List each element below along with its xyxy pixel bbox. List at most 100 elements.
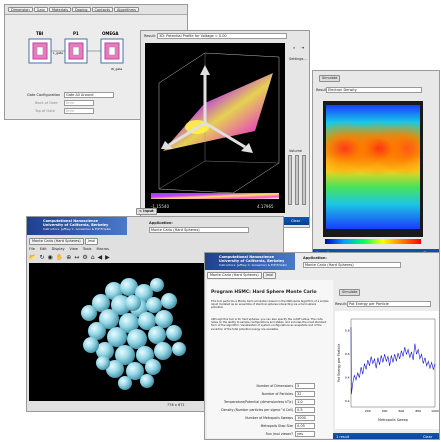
energy-plot: 200 400 600 800 1000 0.2 0.4 0.6 0.8 Metropolis …	[335, 311, 439, 429]
home-icon[interactable]: ⌂	[90, 254, 95, 261]
jmol-viewport[interactable]	[29, 263, 209, 401]
zoom-icon[interactable]: ⌕	[293, 45, 296, 50]
menu-macros[interactable]: Macros	[96, 247, 109, 251]
param-label: Number of Particles	[261, 392, 293, 396]
density-plot	[323, 101, 423, 237]
param-input[interactable]: 0.05	[295, 423, 315, 429]
tab-doping[interactable]: Doping	[72, 7, 91, 12]
colorbar-min: -1.15540	[151, 204, 169, 209]
next-icon[interactable]: ▶	[105, 254, 110, 261]
density-heatmap	[326, 105, 420, 229]
tab-dimension[interactable]: Dimension	[8, 7, 33, 12]
simulate-button[interactable]: Simulate	[319, 75, 341, 82]
tab-materials[interactable]: Materials	[49, 7, 72, 12]
series-line	[350, 327, 436, 395]
param-input[interactable]: 1.0	[295, 399, 315, 405]
rotate-icon[interactable]: ↻	[39, 254, 45, 261]
3d-view[interactable]: -1.15540 4.17965	[145, 43, 285, 213]
param-input[interactable]: 0.5	[295, 407, 315, 413]
pick-icon[interactable]: ✋	[55, 254, 64, 261]
param-input[interactable]: 3	[295, 383, 315, 389]
next-icon[interactable]: ⇥	[301, 45, 305, 50]
banner-line2: University of California, Berkeley	[43, 223, 109, 227]
back-of-gate-input[interactable]: 5nm	[64, 100, 94, 106]
tab-algorithms[interactable]: Algorithms	[113, 7, 139, 12]
menu-tools[interactable]: Tools	[82, 247, 92, 251]
tab-gate[interactable]: Gate	[33, 7, 48, 12]
program-description: This tool performs a Monte Carlo simulat…	[211, 300, 329, 310]
param-label: Temperature/Potential (dimensionless kT/…	[223, 400, 293, 404]
x-axis-label: Metropolis Sweep	[378, 418, 408, 422]
menu-edit[interactable]: Edit	[39, 247, 47, 251]
tab-strip: Dimension Gate Materials Doping Contacts…	[5, 5, 187, 15]
banner-line1: Computational Nanoscience	[219, 255, 275, 259]
select-icon[interactable]: ◉	[47, 254, 53, 261]
tab-row: Monte Carlo (Hard Spheres) Jmol	[29, 238, 99, 245]
gate-config-select[interactable]: Gate All Around	[64, 92, 114, 98]
menu-view[interactable]: View	[69, 247, 78, 251]
application-select[interactable]: Monte Carlo (Hard Spheres)	[149, 227, 249, 233]
zoom-icon[interactable]: ⊕	[66, 254, 72, 261]
app-banner: Computational Nanoscience University of …	[27, 217, 127, 235]
jmol-window: Computational Nanoscience University of …	[26, 216, 284, 412]
app-banner: Computational Nanoscience University of …	[205, 253, 295, 270]
tab-row: Monte Carlo (Hard Spheres) Jmol	[207, 272, 277, 279]
jmol-status: 776 x 671	[167, 403, 185, 407]
result-label: Result:	[316, 88, 328, 92]
volume-sliders[interactable]	[288, 155, 306, 205]
menu-display[interactable]: Display	[51, 247, 65, 251]
param-input[interactable]: 1000	[295, 415, 315, 421]
tab-jmol[interactable]: Jmol	[84, 238, 99, 245]
volume-label: Volume	[289, 149, 303, 153]
top-of-gate-input[interactable]: 5nm	[64, 108, 94, 114]
result-select[interactable]: 3D: Potential Profile for Voltage = 0.00	[157, 33, 287, 39]
y-tick-label: 0.8	[345, 329, 350, 333]
tab-jmol[interactable]: Jmol	[262, 272, 277, 279]
param-label: Number of Metropolis Sweeps	[245, 416, 293, 420]
banner-line3: Instructors: Jeffrey C. Grossman & Elif …	[219, 263, 288, 267]
measure-icon[interactable]: ↔	[74, 254, 80, 261]
param-label: Metropolis Step Size	[260, 424, 293, 428]
label-tbi: TBI	[36, 31, 44, 36]
electron-density-window: Simulate Result: Electron Density 1 resu…	[312, 70, 440, 256]
slider-1[interactable]	[288, 155, 292, 205]
application-select[interactable]: Monte Carlo (Hard Spheres)	[303, 262, 401, 268]
settings-link[interactable]: Settings...	[289, 57, 307, 61]
sphere-cluster	[81, 278, 186, 390]
result-select[interactable]: Pot Energy per Particle	[347, 301, 431, 307]
footer-result-count: 1 result	[336, 435, 350, 439]
simulate-button[interactable]: Simulate	[339, 289, 361, 296]
param-input[interactable]: 32	[295, 391, 315, 397]
x-tick-label: 800	[415, 409, 421, 413]
param-input[interactable]: yes	[295, 431, 315, 437]
hsmc-footer: 1 result Clear	[333, 433, 439, 439]
prev-icon[interactable]: ◀	[97, 254, 103, 261]
tbi-gate-diagram	[28, 38, 52, 64]
menu-file[interactable]: File	[29, 247, 35, 251]
gate-diagram: TBI P1 OMEGA L_gate W_gate	[28, 31, 124, 71]
tab-monte-carlo[interactable]: Monte Carlo (Hard Spheres)	[29, 238, 84, 245]
tab-contacts[interactable]: Contacts	[91, 7, 113, 12]
slider-3[interactable]	[302, 155, 306, 205]
label-p1: P1	[73, 31, 79, 36]
footer-clear[interactable]: Clear	[291, 219, 301, 223]
input-button[interactable]: < Input	[136, 208, 157, 215]
omega-gate-diagram	[100, 38, 124, 64]
result-select[interactable]: Electron Density	[326, 87, 422, 93]
open-icon[interactable]: 📂	[29, 254, 37, 261]
slider-2[interactable]	[295, 155, 299, 205]
label-lgate: L_gate	[53, 51, 63, 55]
jmol-menubar: File Edit Display View Tools Macros	[29, 247, 109, 251]
banner-line2: University of California, Berkeley	[219, 259, 285, 263]
label-omega: OMEGA	[102, 31, 119, 36]
tab-monte-carlo[interactable]: Monte Carlo (Hard Spheres)	[207, 272, 262, 279]
banner-line3: Instructors: Jeffrey C. Grossman & Elif …	[43, 227, 112, 231]
settings-icon[interactable]: ⚙	[82, 254, 88, 261]
x-tick-label: 600	[399, 409, 405, 413]
footer-clear[interactable]: Clear	[423, 435, 433, 439]
plot-frame	[350, 318, 436, 408]
x-tick-label: 400	[382, 409, 388, 413]
x-tick-label: 1000	[431, 409, 439, 413]
input-panel: Program HSMC: Hard Sphere Monte Carlo Th…	[207, 280, 333, 438]
top-of-gate-label: Top of Gate	[35, 109, 55, 113]
